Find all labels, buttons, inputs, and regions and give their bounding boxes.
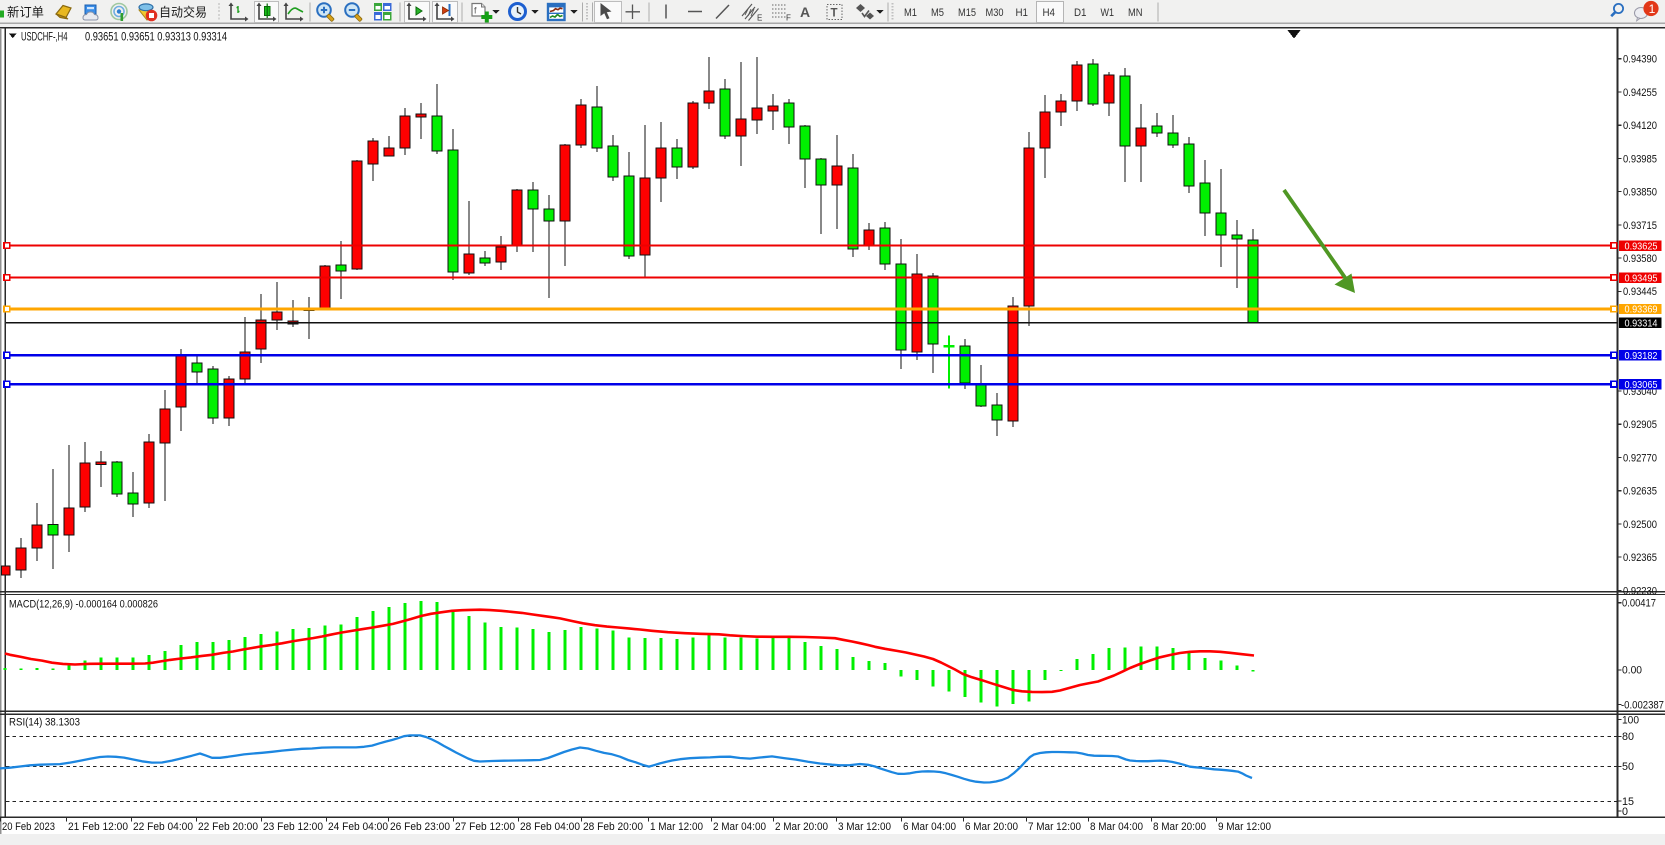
- svg-text:1 Mar 12:00: 1 Mar 12:00: [650, 821, 703, 833]
- svg-text:0.92635: 0.92635: [1623, 486, 1657, 498]
- svg-text:0.94390: 0.94390: [1623, 54, 1657, 66]
- svg-text:M5: M5: [931, 7, 944, 19]
- svg-text:0.93985: 0.93985: [1623, 153, 1657, 165]
- svg-text:H4: H4: [1043, 7, 1056, 19]
- svg-text:0.93182: 0.93182: [1625, 350, 1658, 362]
- svg-text:-0.002387: -0.002387: [1621, 699, 1664, 711]
- svg-text:22 Feb 04:00: 22 Feb 04:00: [133, 821, 193, 833]
- svg-text:7 Mar 12:00: 7 Mar 12:00: [1028, 821, 1081, 833]
- svg-text:0.00: 0.00: [1622, 665, 1642, 677]
- svg-text:0.93715: 0.93715: [1623, 220, 1657, 232]
- svg-text:USDCHF-,H4: USDCHF-,H4: [21, 30, 68, 44]
- svg-text:0.92770: 0.92770: [1623, 452, 1657, 464]
- svg-text:27 Feb 12:00: 27 Feb 12:00: [455, 821, 515, 833]
- svg-text:28 Feb 20:00: 28 Feb 20:00: [583, 821, 643, 833]
- svg-text:0.93850: 0.93850: [1623, 187, 1657, 199]
- svg-text:0.92365: 0.92365: [1623, 552, 1657, 564]
- svg-text:f: f: [474, 6, 477, 16]
- svg-text:0.93580: 0.93580: [1623, 253, 1657, 265]
- svg-text:M15: M15: [958, 7, 976, 19]
- svg-text:0.92905: 0.92905: [1623, 419, 1657, 431]
- svg-text:0.94255: 0.94255: [1623, 87, 1657, 99]
- svg-text:8 Mar 20:00: 8 Mar 20:00: [1153, 821, 1206, 833]
- svg-text:0.93065: 0.93065: [1625, 379, 1658, 391]
- svg-text:E: E: [757, 14, 762, 23]
- svg-text:26 Feb 23:00: 26 Feb 23:00: [390, 821, 450, 833]
- svg-text:6 Mar 20:00: 6 Mar 20:00: [965, 821, 1018, 833]
- svg-text:0.94120: 0.94120: [1623, 120, 1657, 132]
- svg-text:0.93625: 0.93625: [1625, 240, 1658, 252]
- svg-text:0.93369: 0.93369: [1625, 304, 1658, 316]
- svg-text:80: 80: [1622, 731, 1634, 743]
- svg-text:21 Feb 12:00: 21 Feb 12:00: [68, 821, 128, 833]
- svg-text:0.92230: 0.92230: [1623, 585, 1657, 597]
- svg-text:自动交易: 自动交易: [159, 5, 207, 20]
- svg-text:W1: W1: [1101, 7, 1115, 19]
- svg-text:D1: D1: [1074, 7, 1087, 19]
- svg-text:MN: MN: [1128, 7, 1143, 19]
- svg-text:新订单: 新订单: [7, 5, 44, 20]
- svg-text:8 Mar 04:00: 8 Mar 04:00: [1090, 821, 1143, 833]
- svg-text:1: 1: [1649, 2, 1656, 16]
- svg-text:0: 0: [1622, 806, 1628, 818]
- svg-text:RSI(14) 38.1303: RSI(14) 38.1303: [9, 717, 80, 729]
- svg-text:MACD(12,26,9) -0.000164 0.0008: MACD(12,26,9) -0.000164 0.000826: [9, 599, 158, 611]
- svg-text:15: 15: [1622, 796, 1634, 808]
- svg-text:M30: M30: [986, 7, 1004, 19]
- svg-text:F: F: [786, 14, 791, 23]
- svg-text:23 Feb 12:00: 23 Feb 12:00: [263, 821, 323, 833]
- svg-text:28 Feb 04:00: 28 Feb 04:00: [520, 821, 580, 833]
- svg-text:A: A: [800, 4, 810, 20]
- svg-text:0.92500: 0.92500: [1623, 519, 1657, 531]
- svg-text:2 Mar 20:00: 2 Mar 20:00: [775, 821, 828, 833]
- svg-text:0.93651 0.93651 0.93313 0.9331: 0.93651 0.93651 0.93313 0.93314: [85, 30, 227, 44]
- svg-text:0.00417: 0.00417: [1622, 598, 1656, 610]
- svg-text:100: 100: [1622, 714, 1639, 726]
- svg-text:0.93314: 0.93314: [1625, 317, 1658, 329]
- svg-text:6 Mar 04:00: 6 Mar 04:00: [903, 821, 956, 833]
- svg-text:H1: H1: [1016, 7, 1029, 19]
- svg-text:3 Mar 12:00: 3 Mar 12:00: [838, 821, 891, 833]
- svg-text:20 Feb 2023: 20 Feb 2023: [2, 821, 55, 833]
- svg-text:24 Feb 04:00: 24 Feb 04:00: [328, 821, 388, 833]
- svg-text:M1: M1: [904, 7, 917, 19]
- svg-text:T: T: [831, 8, 838, 20]
- svg-text:50: 50: [1622, 761, 1634, 773]
- svg-text:0.93445: 0.93445: [1623, 286, 1657, 298]
- svg-text:9 Mar 12:00: 9 Mar 12:00: [1218, 821, 1271, 833]
- svg-text:22 Feb 20:00: 22 Feb 20:00: [198, 821, 258, 833]
- svg-text:0.93495: 0.93495: [1625, 272, 1658, 284]
- svg-text:2 Mar 04:00: 2 Mar 04:00: [713, 821, 766, 833]
